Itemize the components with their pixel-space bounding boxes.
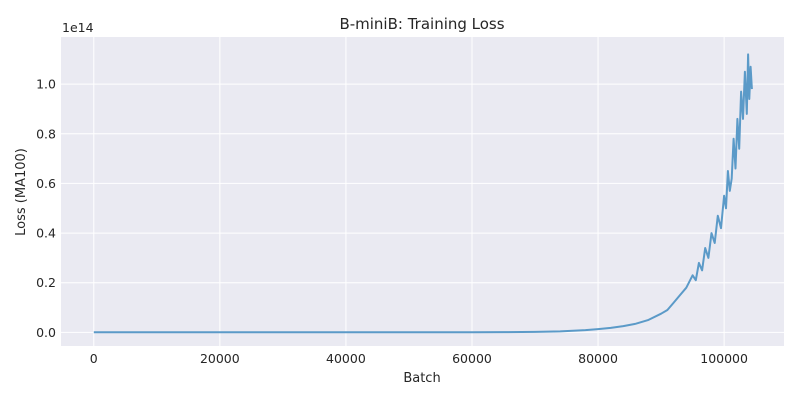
x-tick-labels: 0 20000 40000 60000 80000 100000: [90, 351, 748, 366]
y-tick-label: 0.8: [36, 126, 56, 141]
y-axis-label: Loss (MA100): [14, 148, 29, 236]
x-tick-label: 40000: [326, 351, 366, 366]
x-axis-label: Batch: [403, 371, 440, 386]
loss-series-line: [93, 53, 753, 334]
x-tick-label: 100000: [700, 351, 748, 366]
y-tick-label: 0.4: [36, 226, 56, 241]
x-tick-label: 60000: [452, 351, 492, 366]
y-tick-labels: 0.0 0.2 0.4 0.6 0.8 1.0: [36, 77, 56, 340]
x-tick-label: 80000: [578, 351, 618, 366]
y-offset-label: 1e14: [62, 20, 94, 35]
plot-area: [61, 37, 784, 346]
y-tick-label: 0.0: [36, 325, 56, 340]
y-tick-label: 1.0: [36, 77, 56, 92]
y-tick-label: 0.6: [36, 176, 56, 191]
chart-title: B-miniB: Training Loss: [339, 15, 504, 33]
grid-lines: [61, 37, 784, 346]
x-tick-label: 20000: [200, 351, 240, 366]
x-tick-label: 0: [90, 351, 98, 366]
series-layer: [93, 53, 753, 334]
y-tick-label: 0.2: [36, 275, 56, 290]
